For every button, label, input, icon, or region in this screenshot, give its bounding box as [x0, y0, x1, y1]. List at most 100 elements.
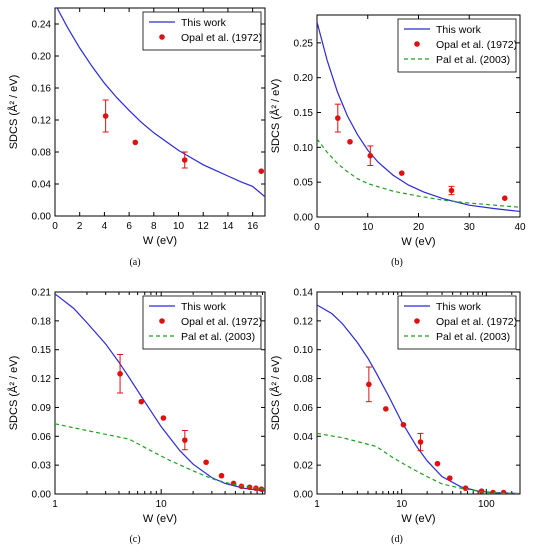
x-axis-label: W (eV)	[143, 513, 177, 525]
legend: This work Opal et al. (1972) Pal et al. (2…	[142, 295, 262, 350]
y-tick-label: 0.00	[32, 490, 52, 501]
y-tick-label: 0.06	[294, 403, 314, 414]
x-tick-label: 1	[52, 499, 58, 510]
x-tick-label: 10	[396, 499, 408, 510]
y-tick-label: 0.04	[32, 180, 52, 191]
data-point-opal	[417, 439, 424, 445]
y-tick-label: 0.08	[294, 374, 314, 385]
x-axis-label: W (eV)	[401, 513, 435, 525]
series-line-pal	[317, 138, 520, 208]
y-tick-label: 0.10	[294, 345, 314, 356]
y-tick-label: 0.15	[32, 345, 52, 356]
y-tick-label: 0.12	[32, 116, 52, 127]
panel-caption: (a)	[129, 257, 140, 268]
y-tick-label: 0.03	[32, 461, 52, 472]
data-point-opal	[434, 460, 441, 467]
plot-frame	[54, 7, 266, 217]
chart-panel-b: 0.00 0.05 0.10 0.15 0.20 0.25 0 10 20 30 40 W (eV) S…	[269, 14, 526, 268]
data-point-opal	[132, 139, 139, 146]
legend-label: Pal et al. (2003)	[436, 331, 510, 343]
series-line-this-work	[55, 293, 265, 492]
data-point-opal	[203, 459, 209, 466]
x-tick-label: 12	[198, 221, 210, 232]
legend-box	[142, 11, 262, 51]
legend-label: Opal et al. (1972)	[181, 32, 262, 44]
data-point-opal	[335, 115, 341, 121]
data-point-opal	[446, 475, 453, 481]
data-point-opal	[462, 485, 469, 492]
data-point-opal	[181, 157, 188, 163]
series-line-pal	[55, 423, 265, 490]
legend: This work Opal et al. (1972) Pal et al. (2…	[397, 295, 517, 350]
data-point-opal	[138, 398, 145, 405]
plot-area	[317, 21, 520, 213]
data-point-opal	[501, 195, 508, 201]
x-tick-label: 2	[77, 221, 83, 232]
y-tick-label: 0.08	[32, 148, 52, 159]
y-tick-label: 0.16	[32, 84, 52, 95]
x-tick-label: 8	[151, 221, 157, 232]
data-point-opal	[400, 421, 407, 428]
series-line-pal	[317, 432, 520, 494]
legend-label: This work	[436, 301, 482, 313]
y-tick-label: 0.12	[32, 374, 52, 385]
legend-label: Opal et al. (1972)	[436, 39, 517, 51]
panel-caption: (c)	[129, 534, 140, 545]
y-tick-label: 0.20	[32, 52, 52, 63]
x-tick-label: 10	[173, 221, 185, 232]
legend-label: Opal et al. (1972)	[181, 316, 262, 328]
y-tick-label: 0.00	[294, 490, 314, 501]
legend: This work Opal et al. (1972) Pal et al. (2…	[397, 18, 517, 73]
chart-panel-c: 0.00 0.03 0.06 0.09 0.12 0.15 0.18 0.21 1 10 W (eV…	[7, 288, 266, 545]
data-point-opal	[383, 406, 389, 412]
data-point-opal	[398, 170, 405, 176]
legend-marker-opal	[159, 34, 165, 40]
x-tick-label: 4	[102, 221, 108, 232]
legend-label: Opal et al. (1972)	[436, 316, 517, 328]
legend-marker-opal	[159, 318, 165, 324]
legend-label: This work	[181, 301, 227, 313]
data-point-opal	[182, 437, 188, 443]
plot-area	[56, 8, 265, 198]
y-axis-label: SDCS (Å² / eV)	[7, 75, 20, 150]
data-point-opal	[102, 113, 109, 119]
y-axis-label: SDCS (Å² / eV)	[7, 356, 20, 431]
panel-caption: (b)	[391, 257, 403, 268]
legend-label: Pal et al. (2003)	[436, 54, 510, 66]
panel-caption: (d)	[391, 534, 403, 545]
x-tick-label: 30	[464, 222, 476, 233]
series-line-this-work	[317, 304, 520, 494]
y-tick-label: 0.02	[294, 461, 314, 472]
x-tick-label: 10	[362, 222, 374, 233]
x-tick-label: 40	[514, 222, 526, 233]
x-tick-label: 20	[413, 222, 425, 233]
y-tick-label: 0.10	[294, 143, 314, 154]
x-tick-label: 1	[314, 499, 320, 510]
x-tick-label: 6	[126, 221, 132, 232]
y-axis-label: SDCS (Å² / eV)	[269, 356, 282, 431]
data-point-opal	[366, 381, 372, 388]
y-tick-label: 0.18	[32, 316, 52, 327]
x-tick-label: 100	[478, 499, 495, 510]
plot-frame	[316, 291, 521, 495]
y-tick-label: 0.14	[294, 288, 314, 299]
y-tick-label: 0.15	[294, 108, 314, 119]
data-point-opal	[230, 480, 237, 487]
data-point-opal	[347, 138, 353, 145]
data-point-opal	[117, 370, 123, 377]
data-point-opal	[367, 152, 374, 159]
legend-label: Pal et al. (2003)	[181, 331, 255, 343]
y-tick-label: 0.04	[294, 432, 314, 443]
chart-panel-a: 0.00 0.04 0.08 0.12 0.16 0.20 0.24 0 2 4 6 8 10 12 14 1…	[7, 7, 266, 268]
plot-frame	[54, 291, 266, 495]
x-tick-label: 10	[156, 499, 168, 510]
data-point-opal	[218, 472, 225, 479]
series-line-this-work	[317, 21, 520, 213]
y-tick-label: 0.12	[294, 316, 314, 327]
y-tick-label: 0.06	[32, 432, 52, 443]
legend-label: This work	[181, 17, 227, 29]
data-point-opal	[448, 187, 455, 194]
x-tick-label: 0	[52, 221, 58, 232]
legend-marker-opal	[414, 41, 420, 47]
